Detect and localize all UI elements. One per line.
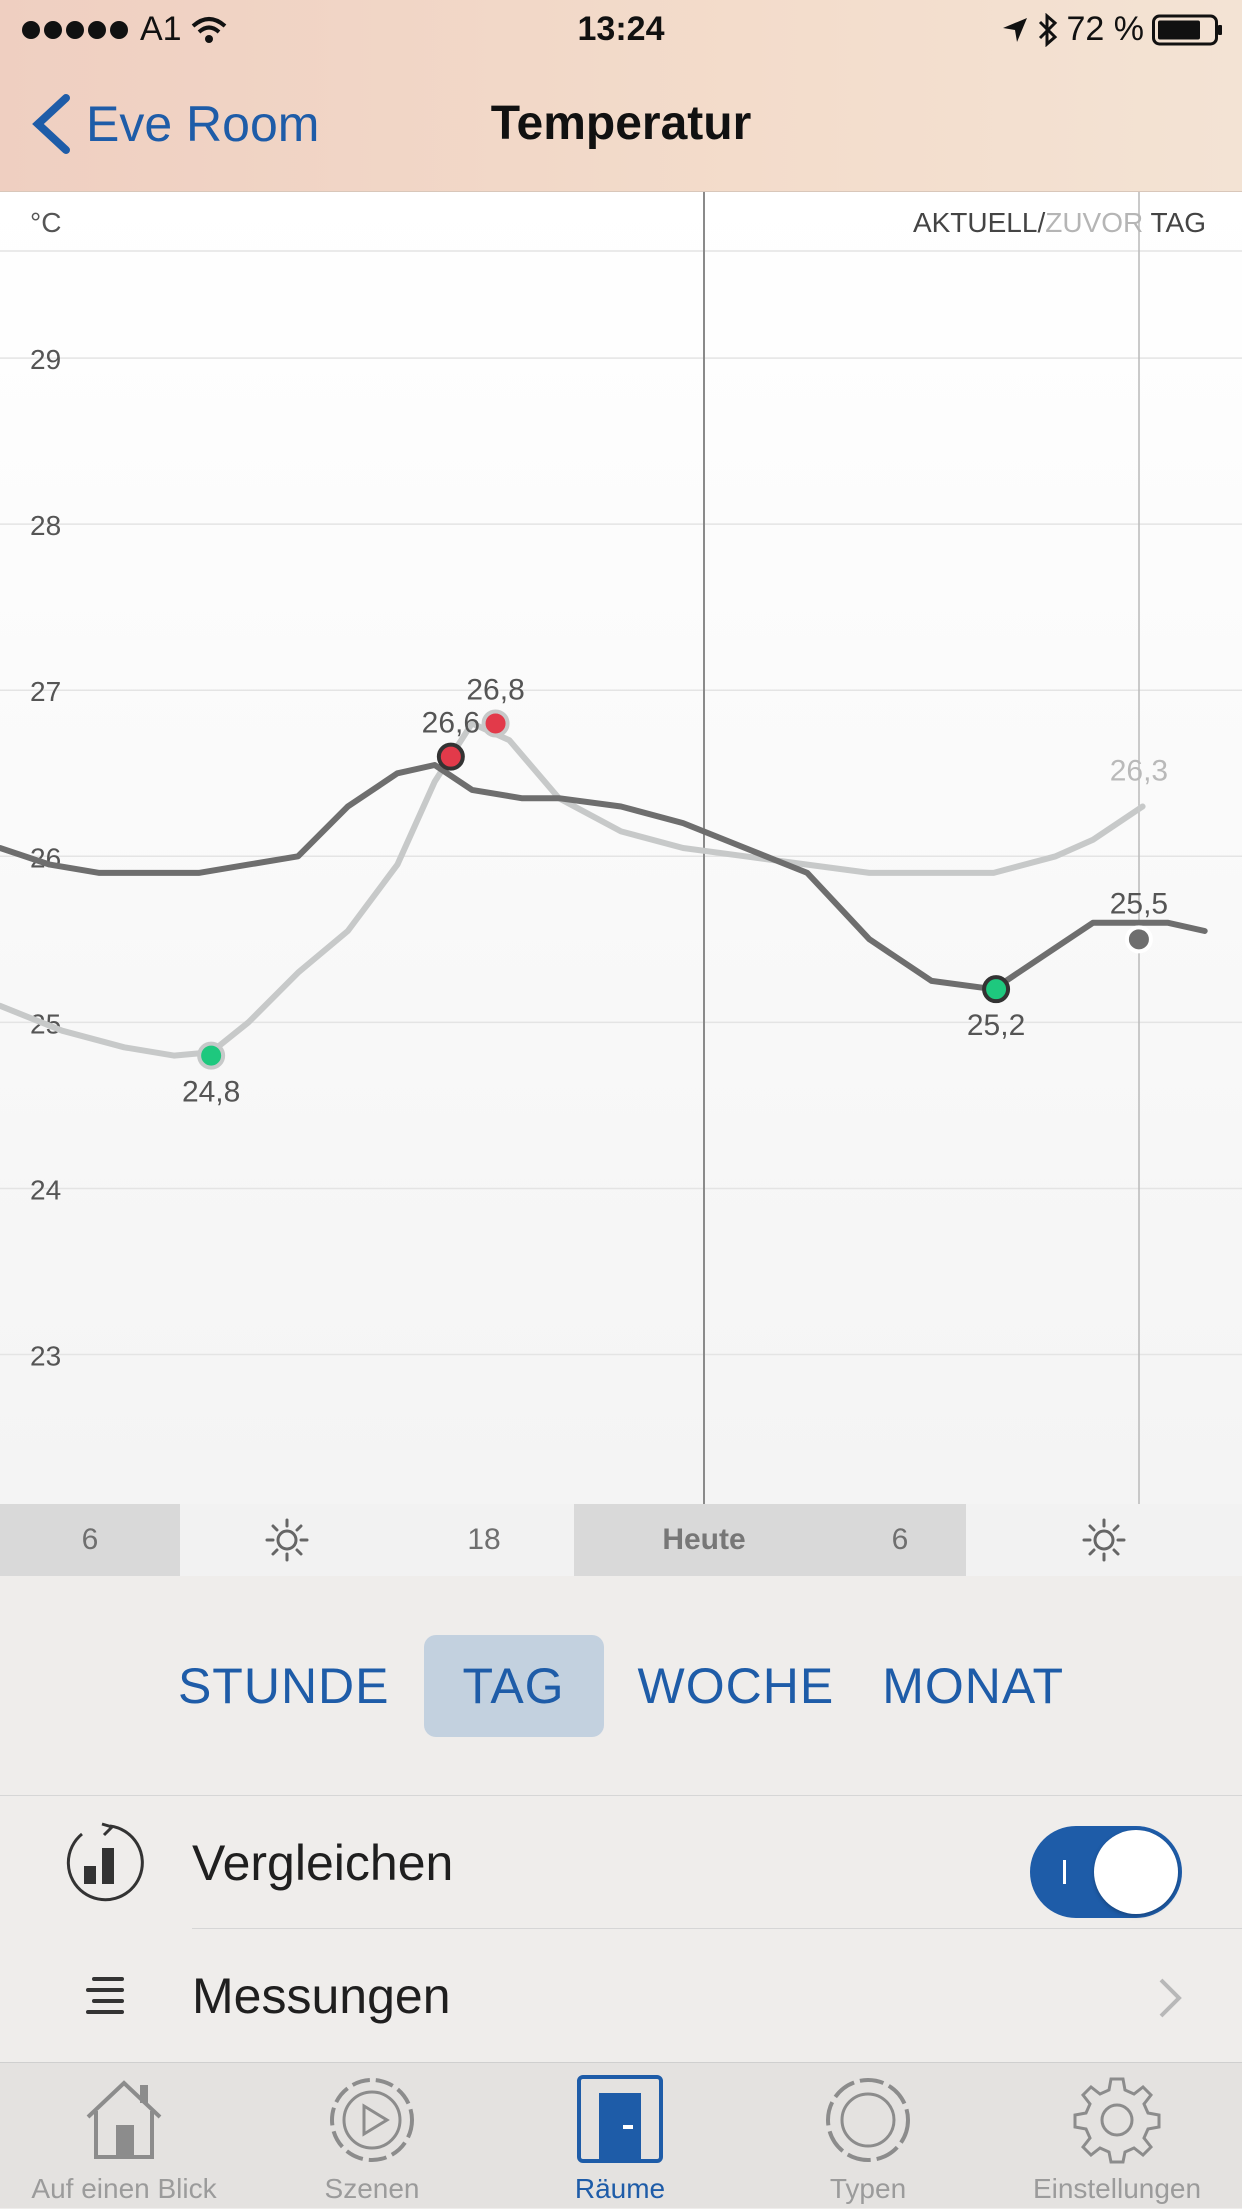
compare-toggle[interactable]: [1030, 1826, 1182, 1918]
y-tick-label: 28: [30, 510, 61, 541]
tab-rooms[interactable]: Räume: [496, 2063, 744, 2209]
divider: [0, 1795, 1242, 1796]
page-title: Temperatur: [490, 97, 752, 150]
data-label: 25,5: [1110, 887, 1168, 920]
chart-legend: AKTUELL/ZUVOR TAG: [913, 207, 1206, 238]
data-label: 24,8: [182, 1076, 240, 1109]
tab-label: Auf einen Blick: [31, 2173, 217, 2204]
toggle-knob: [1094, 1830, 1178, 1914]
y-tick-label: 27: [30, 676, 61, 707]
toggle-on-mark: [1063, 1860, 1066, 1884]
range-hour-button[interactable]: STUNDE: [164, 1635, 404, 1737]
time-label: Heute: [662, 1523, 746, 1556]
time-label: 6: [891, 1523, 909, 1556]
range-label: TAG: [462, 1658, 565, 1714]
chevron-left-icon: [32, 94, 70, 154]
range-label: STUNDE: [177, 1658, 390, 1714]
divider: [192, 1928, 1242, 1929]
measurements-label: Messungen: [192, 1968, 451, 2024]
legend-previous: ZUVOR: [1045, 207, 1143, 238]
circle-icon: [826, 2078, 910, 2162]
back-button[interactable]: Eve Room: [30, 94, 319, 154]
time-label-today: Heute: [574, 1504, 834, 1576]
data-label: 25,2: [967, 1009, 1025, 1042]
carrier-name: A1: [140, 10, 182, 48]
time-axis-bar[interactable]: 6 18 Heute 6: [0, 1504, 1242, 1576]
time-label-18: 18: [394, 1504, 574, 1576]
gear-icon: [1073, 2077, 1161, 2164]
sun-segment: [966, 1504, 1242, 1576]
data-point-marker: [436, 742, 465, 771]
data-label: 26,6: [422, 707, 480, 740]
compare-row[interactable]: Vergleichen: [0, 1796, 1242, 1930]
legend-period: TAG: [1151, 207, 1206, 238]
current-series-line: [0, 762, 1208, 993]
measurements-row[interactable]: Messungen: [0, 1929, 1242, 2063]
range-week-button[interactable]: WOCHE: [624, 1635, 849, 1737]
tab-overview[interactable]: Auf einen Blick: [0, 2063, 248, 2209]
tab-label: Einstellungen: [1032, 2173, 1202, 2204]
unit-label: °C: [30, 207, 61, 238]
range-month-button[interactable]: MONAT: [868, 1635, 1078, 1737]
list-icon: [86, 1977, 124, 2014]
clock-text: 13:24: [577, 10, 665, 48]
sun-icon: [265, 1518, 309, 1562]
location-arrow-icon: [1002, 17, 1027, 42]
range-label: WOCHE: [637, 1658, 835, 1714]
wifi-icon: [191, 16, 226, 43]
time-label-6b: 6: [834, 1504, 966, 1576]
signal-dots-icon: [22, 20, 128, 39]
door-icon: [577, 2075, 663, 2163]
status-right: 72 %: [1001, 10, 1225, 49]
data-label: 26,8: [466, 673, 524, 706]
sun-icon: [1082, 1518, 1126, 1562]
y-tick-label: 29: [30, 344, 61, 375]
house-icon: [86, 2080, 162, 2159]
tab-label: Räume: [574, 2173, 666, 2204]
compare-label: Vergleichen: [192, 1835, 454, 1891]
time-label-6: 6: [0, 1504, 180, 1576]
previous-series-line: [0, 720, 1146, 1059]
data-point-marker: [982, 975, 1011, 1004]
tab-scenes[interactable]: Szenen: [248, 2063, 496, 2209]
data-point-marker: [1124, 925, 1153, 954]
tab-label: Szenen: [324, 2173, 420, 2204]
navigation-bar: A1 13:24 72 % Eve Room Temperatur: [0, 0, 1242, 192]
time-label: 6: [81, 1523, 99, 1556]
range-selector: STUNDE TAG WOCHE MONAT: [0, 1576, 1242, 1796]
bluetooth-icon: [1038, 12, 1057, 47]
tab-settings[interactable]: Einstellungen: [992, 2063, 1242, 2209]
battery-percent: 72 %: [1066, 10, 1145, 48]
data-label: 26,3: [1110, 754, 1168, 787]
tab-types[interactable]: Typen: [744, 2063, 992, 2209]
chevron-right-icon: [1159, 1978, 1182, 2018]
time-label: 18: [467, 1523, 501, 1556]
sun-segment: [180, 1504, 394, 1576]
range-label: MONAT: [882, 1658, 1065, 1714]
data-point-marker: [197, 1041, 226, 1070]
y-tick-label: 23: [30, 1341, 61, 1372]
legend-current: AKTUELL: [913, 207, 1038, 238]
tab-bar: Auf einen Blick Szenen Räume Typen Einst…: [0, 2062, 1242, 2208]
battery-icon: [1152, 14, 1222, 45]
compare-history-icon: [66, 1822, 144, 1902]
status-bar: A1 13:24 72 %: [0, 0, 1242, 62]
play-icon: [330, 2078, 414, 2162]
clock: 13:24: [0, 10, 1242, 49]
data-point-marker: [481, 709, 510, 738]
signal-strength: A1: [20, 10, 228, 49]
y-tick-label: 24: [30, 1174, 61, 1205]
range-day-button[interactable]: TAG: [423, 1635, 604, 1737]
temperature-chart[interactable]: 29 28 27 26 25 24 23 24,8 26,6 26,8 25,2 25,5 26,3 …: [0, 192, 1242, 1504]
tab-label: Typen: [829, 2173, 907, 2204]
legend-separator: /: [1037, 207, 1045, 238]
back-button-label: Eve Room: [86, 96, 320, 152]
